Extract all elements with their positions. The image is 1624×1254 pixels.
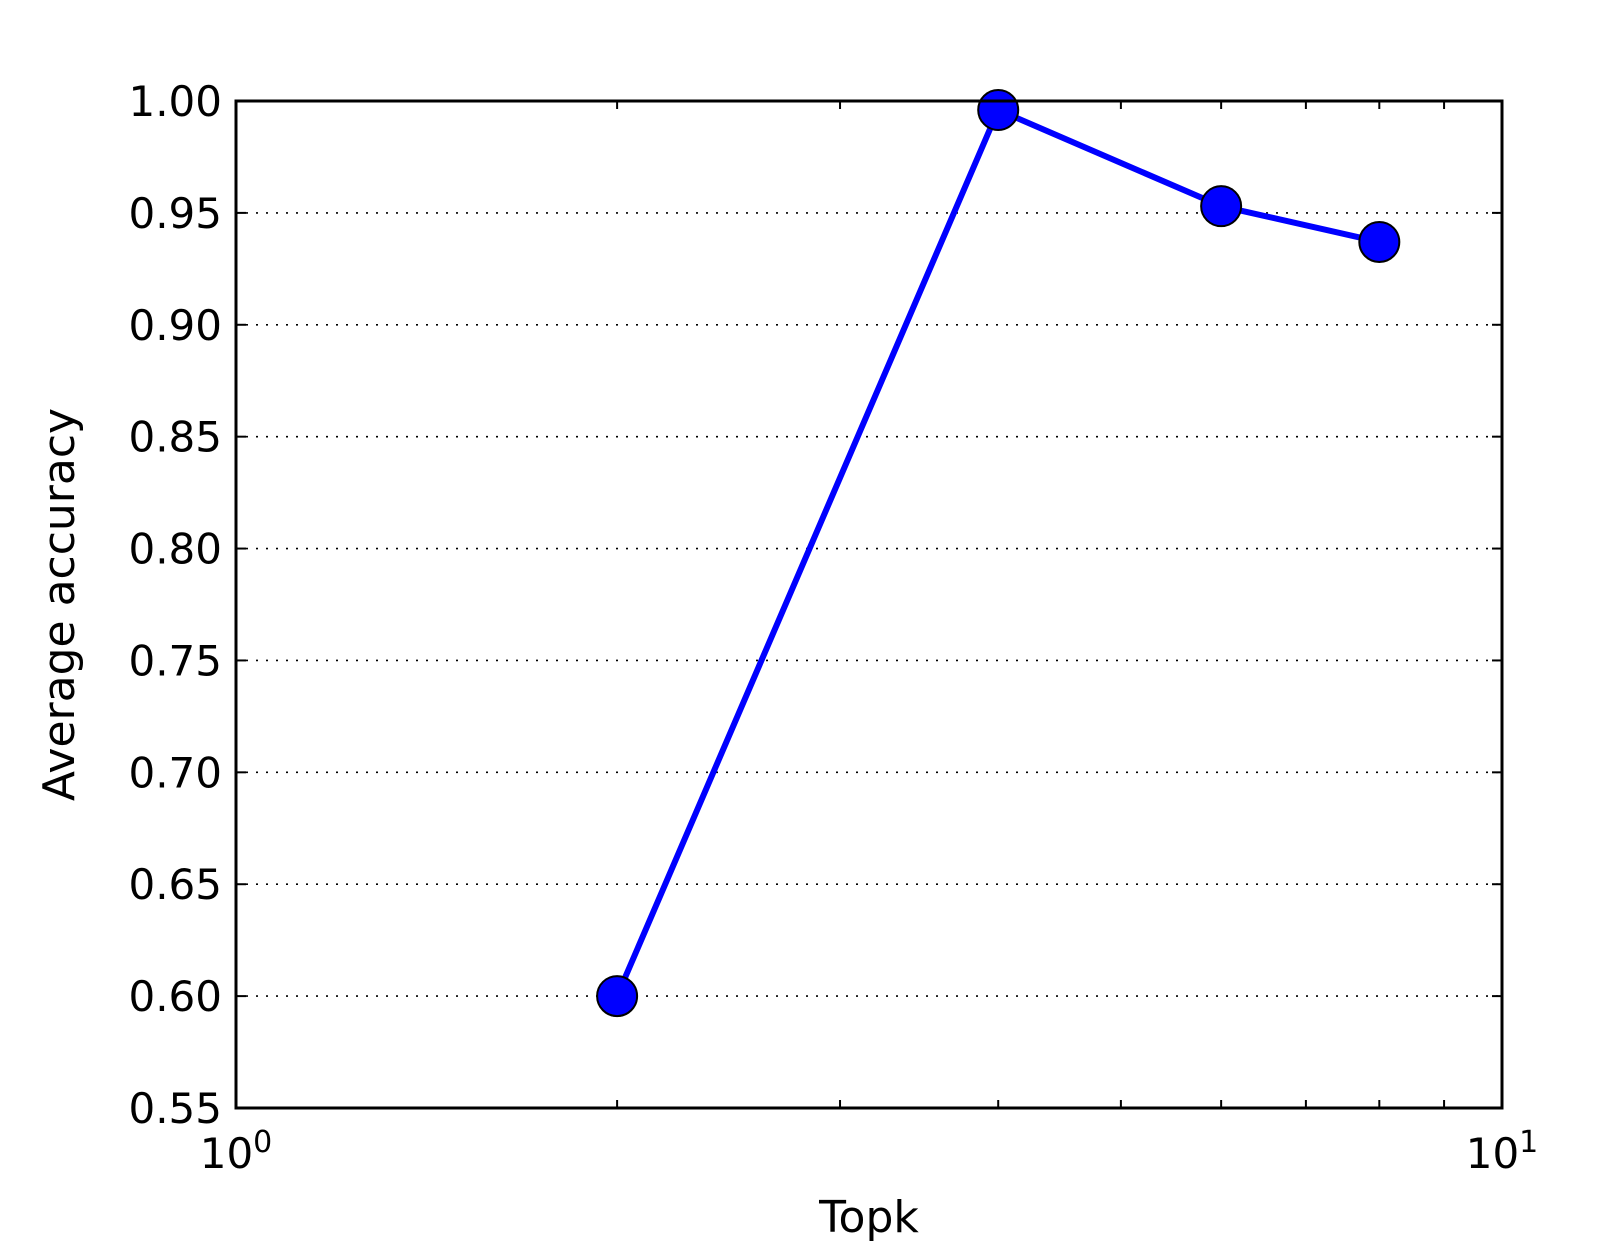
y-axis-label: Average accuracy (34, 408, 85, 801)
y-tick-label: 1.00 (128, 77, 222, 126)
data-point (977, 88, 1020, 131)
data-series (596, 88, 1401, 1018)
y-tick-label: 0.70 (128, 748, 222, 797)
series-line (614, 106, 1383, 1000)
y-tick-label: 0.95 (128, 189, 222, 238)
y-tick-label: 0.85 (128, 413, 222, 462)
x-tick-label: 100 (200, 1125, 273, 1178)
x-axis-label: Topk (818, 1192, 919, 1243)
x-tick-labels: 100 101 (200, 1125, 1539, 1178)
data-point (596, 975, 639, 1018)
y-tick-label: 0.90 (128, 301, 222, 350)
x-tick-label: 101 (1466, 1125, 1539, 1178)
y-tick-label: 0.60 (128, 972, 222, 1021)
plot-frame (234, 99, 1504, 1110)
y-tick-label: 0.65 (128, 860, 222, 909)
gridlines (236, 212, 1502, 997)
y-tick-label: 0.55 (128, 1084, 222, 1133)
data-point (1200, 185, 1243, 228)
y-tick-label: 0.80 (128, 525, 222, 574)
data-point (1358, 220, 1401, 263)
y-tick-labels: 0.55 0.60 0.65 0.70 0.75 0.80 0.85 0.90 0.95 1.00 (128, 77, 222, 1133)
y-tick-label: 0.75 (128, 636, 222, 685)
